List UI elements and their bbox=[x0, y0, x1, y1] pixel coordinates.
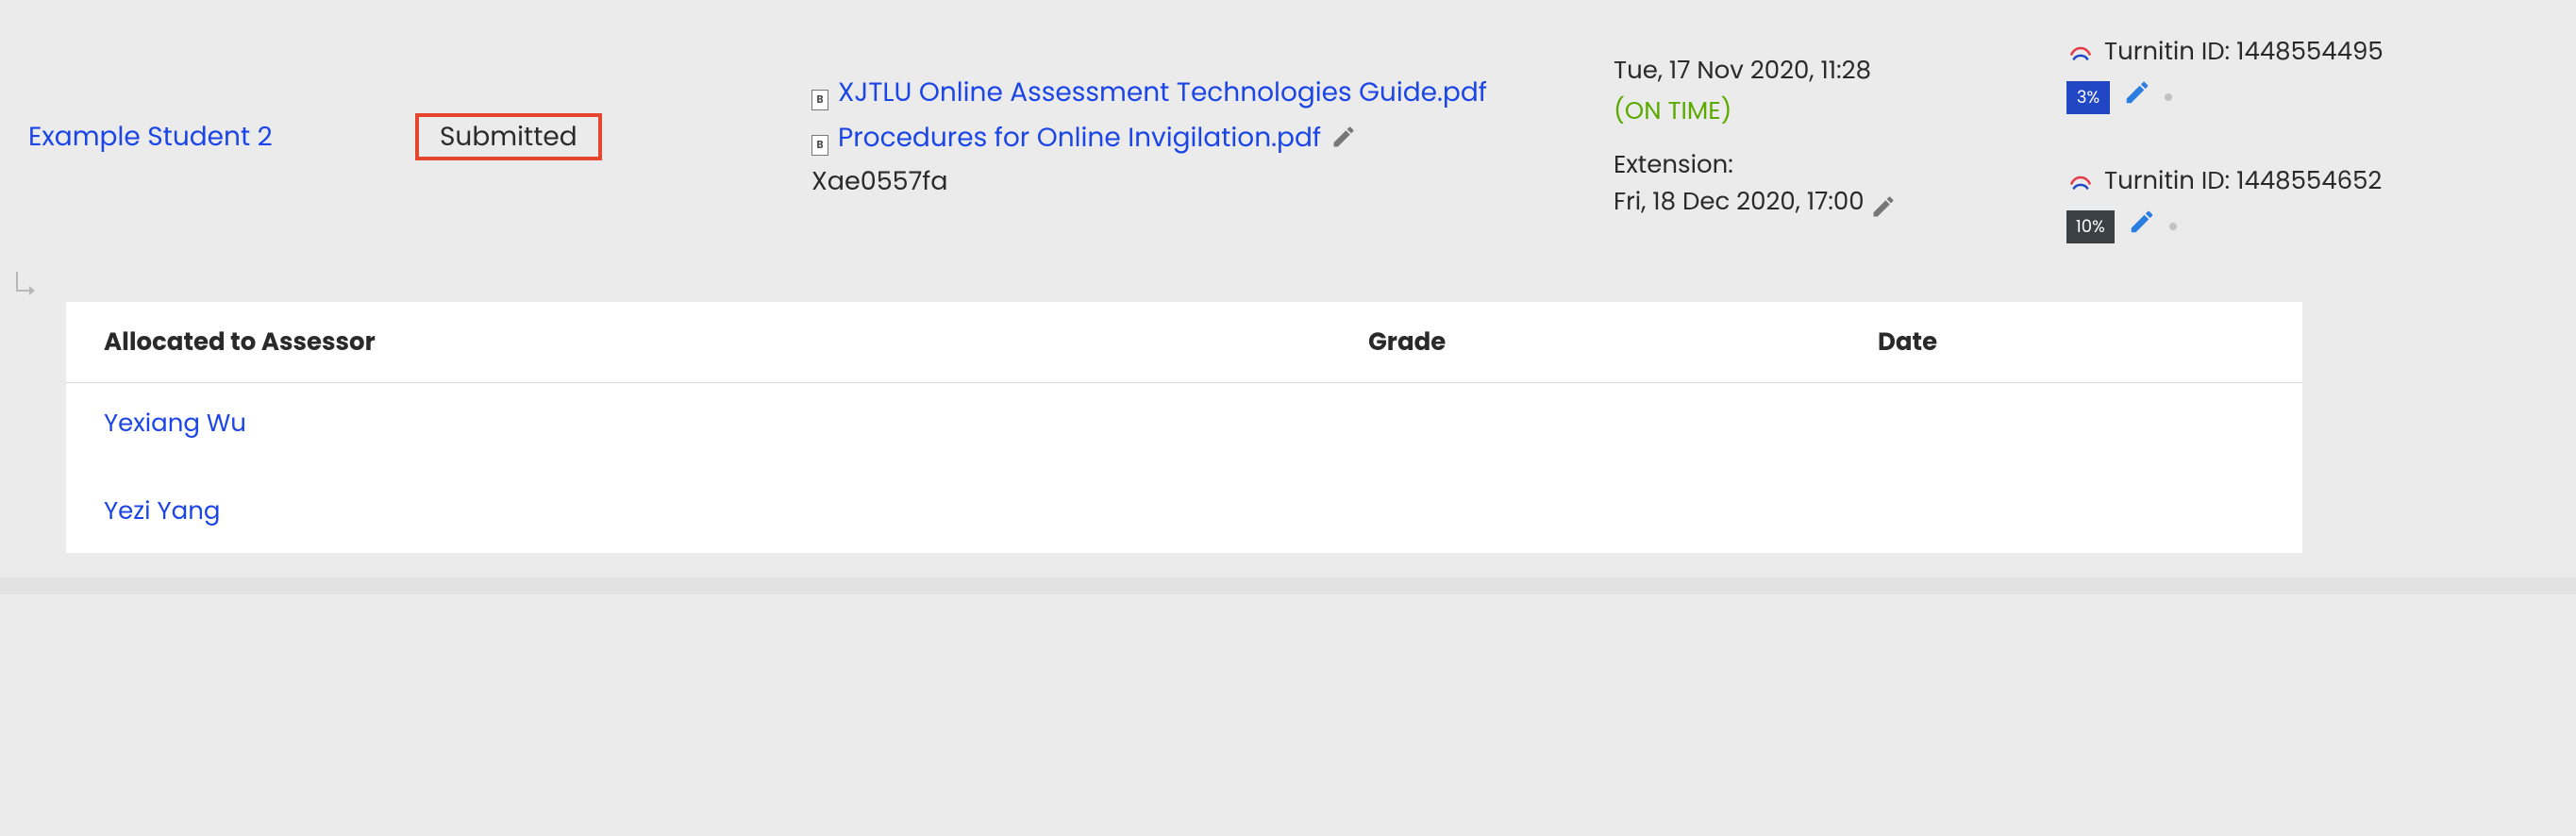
extension-date: Fri, 18 Dec 2020, 17:00 bbox=[1614, 184, 1865, 221]
assessor-link[interactable]: Yezi Yang bbox=[104, 494, 220, 528]
similarity-badge[interactable]: 10% bbox=[2066, 210, 2115, 243]
status-highlight: Submitted bbox=[415, 113, 602, 160]
assessor-table-header: Allocated to Assessor Grade Date bbox=[66, 302, 2302, 383]
loading-dot-icon bbox=[2169, 223, 2177, 230]
edit-icon[interactable] bbox=[1870, 193, 1897, 220]
assessor-table: Allocated to Assessor Grade Date Yexiang… bbox=[66, 302, 2302, 553]
table-row: Yezi Yang bbox=[66, 471, 2302, 553]
similarity-badge[interactable]: 3% bbox=[2066, 81, 2110, 114]
extension-date-row: Fri, 18 Dec 2020, 17:00 bbox=[1614, 184, 2048, 221]
file-link[interactable]: XJTLU Online Assessment Technologies Gui… bbox=[838, 73, 1487, 112]
file-row: Procedures for Online Invigilation.pdf bbox=[811, 118, 1595, 158]
file-row: XJTLU Online Assessment Technologies Gui… bbox=[811, 73, 1595, 112]
edit-icon[interactable] bbox=[1330, 124, 1357, 150]
edit-icon[interactable] bbox=[2123, 78, 2151, 116]
status-text: Submitted bbox=[419, 109, 598, 164]
extension-label: Extension: bbox=[1614, 147, 2048, 184]
turnitin-id: Turnitin ID: 1448554652 bbox=[2104, 163, 2382, 200]
file-editable-suffix: Xae0557fa bbox=[811, 163, 1595, 201]
status-column: Submitted bbox=[415, 113, 793, 160]
submitted-date: Tue, 17 Nov 2020, 11:28 bbox=[1614, 53, 2048, 90]
turnitin-icon bbox=[2066, 168, 2095, 196]
on-time-label: (ON TIME) bbox=[1614, 93, 2048, 130]
student-column: Example Student 2 bbox=[28, 117, 396, 157]
files-column: XJTLU Online Assessment Technologies Gui… bbox=[811, 73, 1595, 201]
file-icon bbox=[811, 90, 828, 110]
turnitin-column: Turnitin ID: 1448554495 3% Turnitin ID: … bbox=[2066, 28, 2557, 245]
header-grade: Grade bbox=[1368, 325, 1878, 361]
header-assessor: Allocated to Assessor bbox=[104, 325, 1368, 361]
student-link[interactable]: Example Student 2 bbox=[28, 118, 273, 155]
table-row: Yexiang Wu bbox=[66, 383, 2302, 465]
turnitin-item: Turnitin ID: 1448554652 10% bbox=[2066, 163, 2557, 245]
turnitin-item: Turnitin ID: 1448554495 3% bbox=[2066, 34, 2557, 116]
submission-row: Example Student 2 Submitted XJTLU Online… bbox=[0, 0, 2576, 274]
expand-corner-icon bbox=[0, 274, 2576, 302]
header-date: Date bbox=[1878, 325, 2265, 361]
turnitin-icon bbox=[2066, 39, 2095, 67]
assessor-table-wrap: Allocated to Assessor Grade Date Yexiang… bbox=[0, 302, 2576, 577]
bottom-strip bbox=[0, 577, 2576, 594]
assessor-link[interactable]: Yexiang Wu bbox=[104, 407, 246, 441]
file-link[interactable]: Procedures for Online Invigilation.pdf bbox=[838, 118, 1321, 158]
edit-icon[interactable] bbox=[2128, 208, 2156, 245]
turnitin-id: Turnitin ID: 1448554495 bbox=[2104, 34, 2384, 71]
dates-column: Tue, 17 Nov 2020, 11:28 (ON TIME) Extens… bbox=[1614, 53, 2048, 221]
loading-dot-icon bbox=[2165, 93, 2172, 101]
file-icon bbox=[811, 135, 828, 156]
